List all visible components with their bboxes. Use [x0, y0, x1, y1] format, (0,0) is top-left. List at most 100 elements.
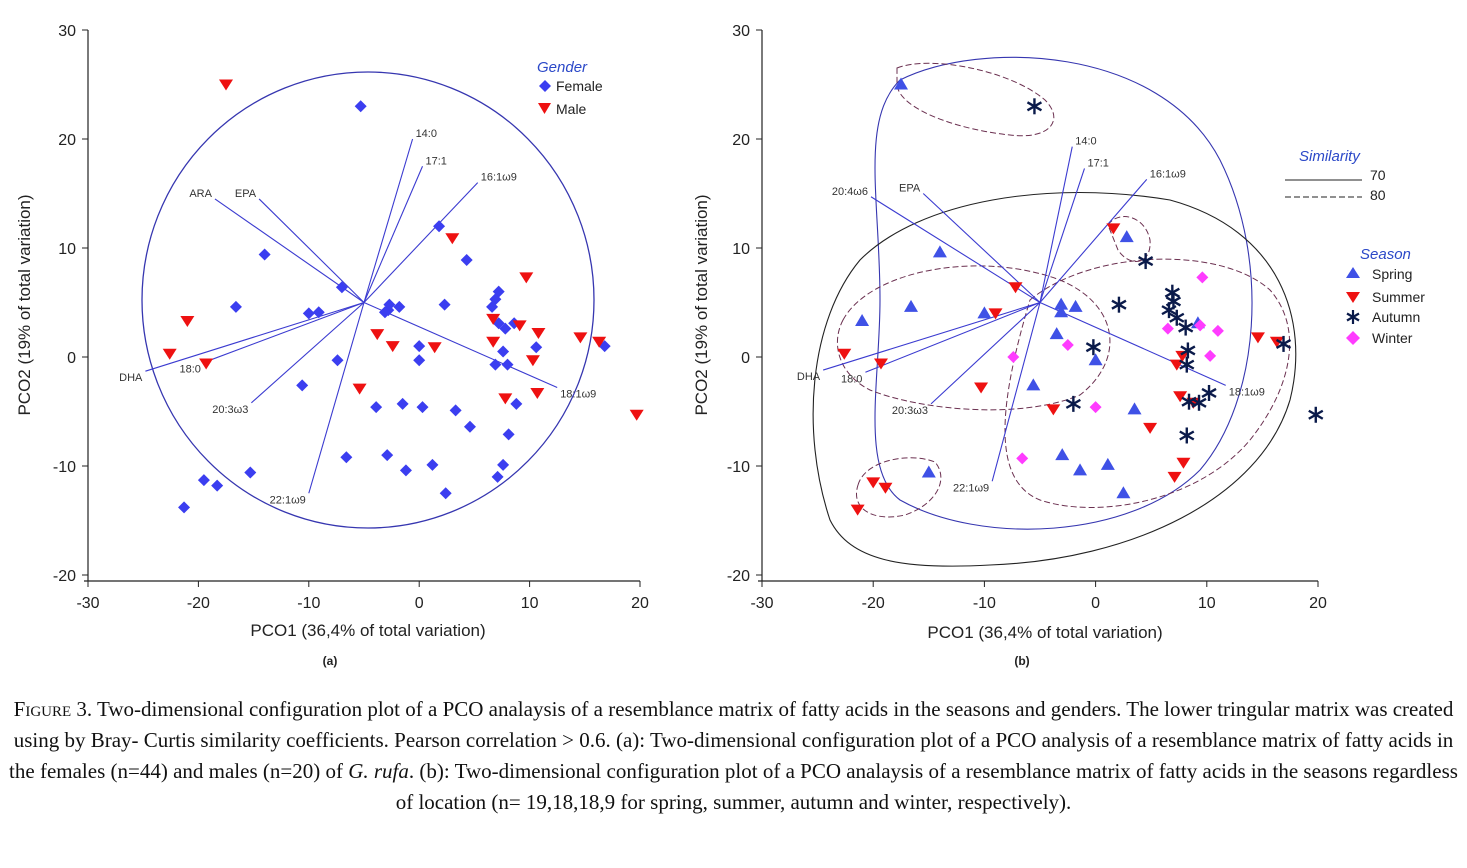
- summer-point-8: [1175, 350, 1190, 362]
- spring-point-0: [894, 77, 908, 90]
- female-point-35: [497, 458, 510, 471]
- loading-label-1: 17:1: [1087, 157, 1108, 169]
- autumn-point-9: [1085, 339, 1101, 356]
- spring-point-5: [1054, 297, 1069, 310]
- loading-vector-5: [145, 301, 365, 372]
- summer-point-0: [1106, 223, 1121, 235]
- female-point-44: [211, 479, 224, 492]
- y-tick-label-0: 0: [741, 350, 750, 367]
- female-point-23: [510, 397, 523, 410]
- autumn-point-6: [1169, 309, 1185, 326]
- loading-label-4: EPA: [235, 188, 257, 200]
- loading-vector-1: [1039, 168, 1086, 303]
- loading-label-6: 18:0: [179, 363, 200, 375]
- spring-point-16: [1116, 486, 1131, 499]
- loading-vector-7: [251, 302, 365, 404]
- female-point-15: [486, 300, 499, 313]
- panel-a-xlabel: PCO1 (36,4% of total variation): [250, 621, 485, 640]
- loading-label-2: 16:1ω9: [481, 172, 517, 184]
- loading-label-7: 20:3ω3: [892, 405, 928, 417]
- autumn-point-7: [1178, 319, 1194, 336]
- x-tick-label--30: -30: [750, 595, 773, 612]
- autumn-point-13: [1201, 384, 1217, 401]
- male-point-15: [370, 329, 385, 341]
- female-point-21: [489, 358, 502, 371]
- spring-point-8: [1049, 327, 1064, 340]
- female-point-1: [258, 248, 271, 261]
- legend-autumn-marker: [1346, 310, 1360, 324]
- panel-a-points: [162, 79, 644, 514]
- loading-vector-7: [930, 302, 1041, 405]
- loading-label-9: 18:1ω9: [1229, 386, 1265, 398]
- autumn-point-2: [1111, 296, 1127, 313]
- panel-b-similarity-contours: [812, 56, 1297, 567]
- panel-a-legend: Gender Female Male: [537, 59, 603, 117]
- panel-b-xlabel: PCO1 (36,4% of total variation): [927, 623, 1162, 642]
- female-point-28: [413, 354, 426, 367]
- x-tick-label--30: -30: [76, 595, 99, 612]
- panel-b-season-legend: Season Spring Summer Autumn Winter: [1346, 246, 1425, 346]
- x-tick-label--20: -20: [187, 595, 210, 612]
- female-point-22: [501, 358, 514, 371]
- female-point-10: [433, 220, 446, 233]
- male-point-14: [530, 387, 545, 399]
- y-tick-label-10: 10: [732, 241, 750, 258]
- summer-point-9: [1169, 359, 1184, 371]
- loading-vector-9: [363, 301, 558, 389]
- male-point-13: [498, 393, 513, 405]
- female-point-9: [378, 306, 391, 319]
- female-point-26: [296, 379, 309, 392]
- male-point-5: [519, 272, 534, 284]
- female-point-27: [413, 340, 426, 353]
- x-tick-label-10: 10: [1198, 595, 1216, 612]
- female-point-0: [354, 100, 367, 113]
- female-point-4: [302, 307, 315, 320]
- contour-80-bottom-left: [856, 457, 942, 518]
- panel-a-sublabel: (a): [323, 654, 338, 668]
- summer-point-2: [1008, 282, 1023, 294]
- male-point-17: [427, 342, 442, 354]
- x-tick-label-0: 0: [1091, 595, 1100, 612]
- loading-label-0: 14:0: [416, 128, 437, 140]
- season-legend-title: Season: [1360, 246, 1411, 263]
- autumn-point-16: [1275, 335, 1292, 352]
- loading-label-0: 14:0: [1075, 136, 1096, 148]
- caption-species: G. rufa: [348, 759, 409, 783]
- x-tick-label--10: -10: [297, 595, 320, 612]
- summer-point-10: [1173, 391, 1188, 403]
- panel-b-ylabel: PCO2 (19% of total variation): [692, 194, 711, 415]
- male-point-8: [512, 320, 527, 332]
- summer-point-4: [873, 358, 888, 370]
- panel-b-points: [837, 77, 1324, 516]
- spring-point-11: [1088, 353, 1103, 366]
- panel-a-legend-male: Male: [556, 101, 587, 117]
- season-legend-autumn: Autumn: [1372, 309, 1420, 325]
- male-point-19: [629, 409, 644, 421]
- autumn-point-12: [1191, 394, 1207, 411]
- loading-label-8: 22:1ω9: [270, 494, 306, 506]
- female-point-11: [460, 253, 473, 266]
- winter-point-4: [1204, 349, 1217, 362]
- male-point-7: [486, 336, 501, 348]
- loading-vector-6: [203, 301, 365, 363]
- spring-point-6: [1068, 299, 1083, 312]
- winter-point-7: [1089, 401, 1102, 414]
- contour-70-main: [812, 191, 1297, 567]
- panel-a-ylabel: PCO2 (19% of total variation): [15, 194, 34, 415]
- female-point-5: [312, 306, 325, 319]
- loading-vector-8: [308, 302, 365, 494]
- female-point-36: [491, 470, 504, 483]
- female-point-20: [497, 345, 510, 358]
- winter-point-8: [1016, 452, 1029, 465]
- y-tick-label-30: 30: [58, 23, 76, 40]
- loading-label-8: 22:1ω9: [953, 482, 989, 494]
- similarity-legend-70: 70: [1370, 167, 1386, 183]
- x-tick-label-20: 20: [1309, 595, 1327, 612]
- male-point-6: [486, 313, 501, 325]
- panel-a-loading-vectors: 14:0 17:1 16:1ω9 ARA EPA DHA 18:0 20:3ω3 22:1ω9 1…: [119, 128, 596, 506]
- male-point-4: [445, 233, 460, 245]
- spring-point-9: [1119, 230, 1134, 243]
- loading-vector-2: [363, 182, 479, 303]
